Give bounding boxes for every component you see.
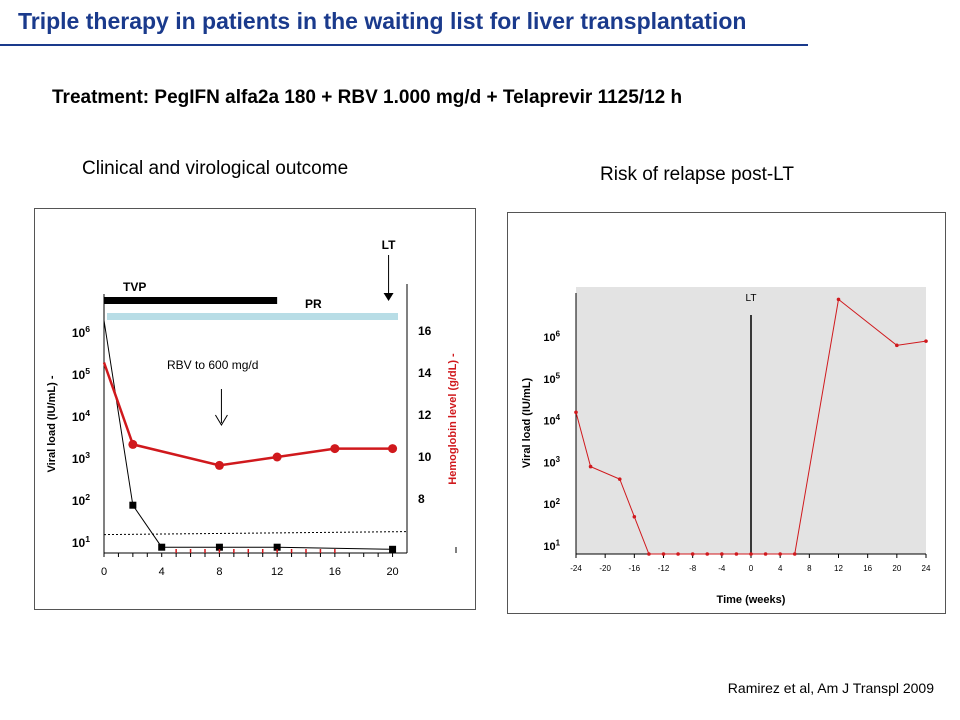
relapse-risk-chart: 101 102 103 104 105 106 Viral load (IU/mL) -24 -… (507, 212, 946, 614)
x-tick-label: -24 (570, 564, 582, 573)
y-tick-label-log: 101 (72, 534, 90, 550)
y-tick-label-log: 102 (543, 497, 560, 511)
viral-load-point (632, 514, 637, 519)
x-tick-label: 16 (329, 566, 341, 578)
y-tick-label-log: 102 (72, 492, 90, 508)
lt-label: LT (746, 293, 757, 304)
x-tick-label: 12 (271, 566, 283, 578)
x-tick-label: 16 (863, 564, 872, 573)
citation: Ramirez et al, Am J Transpl 2009 (727, 680, 934, 696)
viral-load-point (720, 552, 724, 556)
y-axis-title: Viral load (IU/mL) - (46, 375, 58, 472)
viral-load-point (792, 552, 797, 556)
y2-tick-label: 12 (418, 408, 432, 422)
clinical-outcome-svg: 0 4 8 12 16 20 101 102 103 104 105 106 16 14 12 10 8 Vira… (46, 238, 459, 578)
viral-load-point (690, 552, 695, 556)
viral-load-point (661, 552, 666, 556)
viral-load-point (749, 552, 753, 556)
viral-load-point (924, 339, 928, 343)
y2-tick-label: 14 (418, 366, 432, 380)
hemoglobin-point (128, 439, 138, 449)
x-tick-label: 20 (892, 564, 901, 573)
viral-load-point (705, 552, 710, 556)
x-tick-label: 12 (834, 564, 843, 573)
y-tick-label-log: 105 (543, 371, 560, 385)
viral-load-point (588, 464, 593, 469)
y-tick-label-log: 104 (72, 408, 90, 424)
y-tick-label-log: 106 (543, 330, 560, 344)
viral-load-point (273, 543, 281, 551)
y-axis-title: Viral load (IU/mL) (521, 378, 533, 469)
y-tick-label-log: 105 (72, 366, 90, 382)
hemoglobin-point (272, 452, 282, 462)
viral-load-point (734, 552, 739, 556)
detection-limit-line (103, 531, 408, 536)
hemoglobin-point (214, 460, 224, 470)
relapse-risk-svg: 101 102 103 104 105 106 Viral load (IU/mL) -24 -… (521, 287, 931, 606)
viral-load-point (778, 552, 782, 556)
pr-bar (107, 313, 398, 320)
y-tick-label-log: 101 (543, 539, 560, 553)
viral-load-line (575, 298, 927, 555)
x-axis-title: Time (weeks) (717, 594, 786, 606)
x-tick-label: 20 (386, 566, 398, 578)
hemoglobin-point (330, 444, 340, 454)
viral-load-point (215, 543, 223, 551)
slide-title: Triple therapy in patients in the waitin… (18, 8, 747, 34)
pr-label: PR (305, 297, 322, 311)
x-tick-label: -16 (629, 564, 641, 573)
treatment-heading: Treatment: PegIFN alfa2a 180 + RBV 1.000… (52, 87, 683, 108)
x-tick-label: -12 (658, 564, 670, 573)
x-tick-label: -8 (689, 564, 697, 573)
viral-load-point (763, 552, 768, 556)
viral-load-point (158, 543, 166, 551)
x-tick-label: 8 (807, 564, 812, 573)
x-tick-label: 24 (922, 564, 931, 573)
y2-tick-label: 16 (418, 324, 432, 338)
x-tick-label: 4 (159, 566, 165, 578)
hemoglobin-point (388, 444, 398, 454)
viral-load-point (574, 410, 578, 415)
viral-load-point (617, 477, 622, 481)
viral-load-point (647, 552, 651, 556)
y-tick-label-log: 106 (72, 324, 90, 340)
viral-load-point (129, 501, 137, 509)
x-tick-label: 4 (778, 564, 783, 573)
y2-tick-label: 10 (418, 450, 432, 464)
right-panel-subtitle: Risk of relapse post-LT (600, 164, 794, 185)
left-panel-subtitle: Clinical and virological outcome (82, 158, 349, 179)
rbv-arrow-head (215, 414, 228, 426)
x-tick-label: 0 (101, 566, 107, 578)
viral-load-line (103, 320, 393, 550)
lt-arrow-head (383, 293, 394, 301)
title-underline (0, 44, 808, 46)
x-tick-label: -20 (599, 564, 611, 573)
x-tick-label: -4 (718, 564, 726, 573)
hemoglobin-line (102, 362, 393, 467)
viral-load-point (836, 297, 841, 302)
y-tick-label-log: 103 (543, 455, 560, 469)
lt-label: LT (382, 238, 396, 252)
tvp-bar (104, 297, 278, 304)
tvp-label: TVP (123, 280, 146, 294)
y-tick-label-log: 104 (543, 413, 560, 427)
clinical-outcome-chart: 0 4 8 12 16 20 101 102 103 104 105 106 16 14 12 10 8 Vira… (34, 208, 476, 610)
y-tick-label-log: 103 (72, 450, 90, 466)
viral-load-point (389, 545, 397, 553)
viral-load-point (895, 343, 899, 348)
y2-axis-title: Hemoglobin level (g/dL) - (447, 353, 459, 485)
x-tick-label: 8 (216, 566, 222, 578)
rbv-annotation: RBV to 600 mg/d (167, 358, 258, 372)
x-tick-label: 0 (749, 564, 754, 573)
viral-load-point (676, 552, 680, 556)
y2-tick-label: 8 (418, 492, 425, 506)
